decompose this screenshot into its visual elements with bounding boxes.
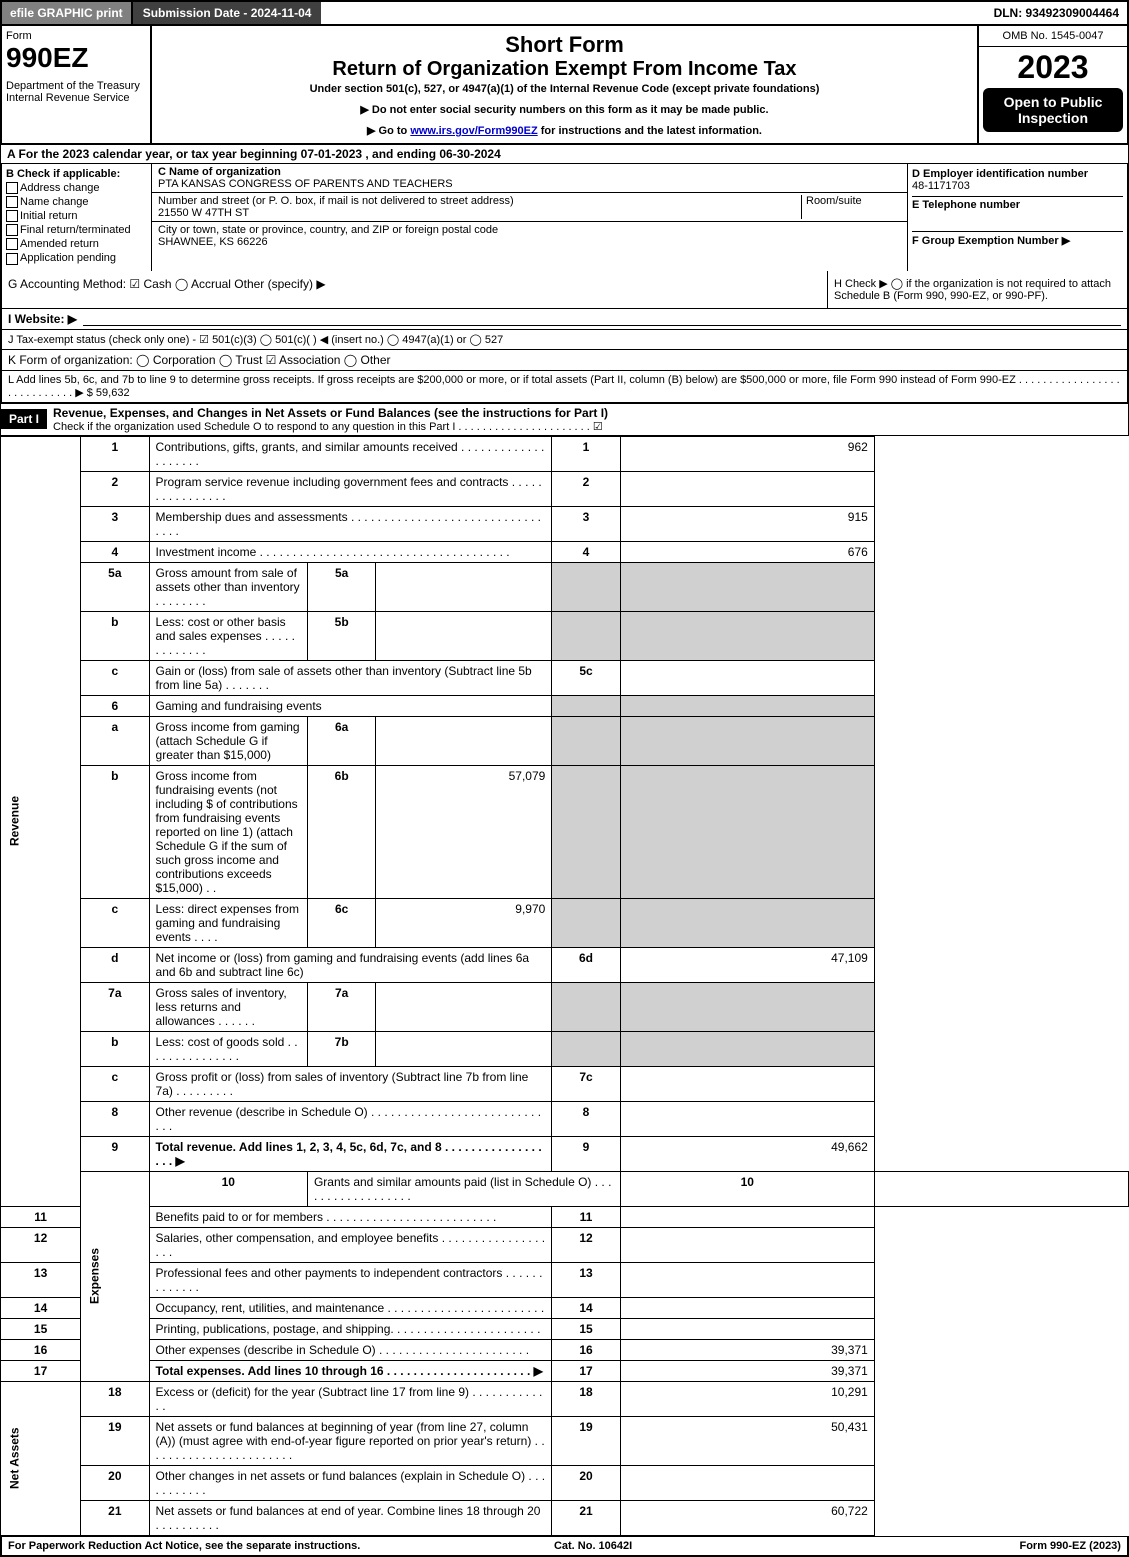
line-h: H Check ▶ ◯ if the organization is not r… <box>827 271 1127 308</box>
open-to-public: Open to Public Inspection <box>983 88 1123 132</box>
footer-form: Form 990-EZ (2023) <box>1019 1540 1120 1552</box>
netassets-section-label: Net Assets <box>1 1381 81 1535</box>
e-phone-label: E Telephone number <box>912 196 1123 211</box>
check-final-return[interactable]: Final return/terminated <box>6 224 147 236</box>
info-grid: B Check if applicable: Address change Na… <box>0 164 1129 271</box>
ein-value: 48-1171703 <box>912 180 1123 192</box>
row-1: Revenue 1Contributions, gifts, grants, a… <box>1 436 1129 471</box>
header-left: Form 990EZ Department of the Treasury In… <box>2 26 152 143</box>
title-short-form: Short Form <box>158 32 971 58</box>
expenses-section-label: Expenses <box>81 1171 149 1381</box>
check-amended-return[interactable]: Amended return <box>6 238 147 250</box>
subtitle: Under section 501(c), 527, or 4947(a)(1)… <box>158 83 971 95</box>
box-b: B Check if applicable: Address change Na… <box>2 164 152 271</box>
footer-cat: Cat. No. 10642I <box>554 1540 632 1552</box>
check-initial-return[interactable]: Initial return <box>6 210 147 222</box>
row-14: 14Occupancy, rent, utilities, and mainte… <box>1 1297 1129 1318</box>
form-number: 990EZ <box>6 42 146 74</box>
row-8: 8Other revenue (describe in Schedule O) … <box>1 1101 1129 1136</box>
line-i: I Website: ▶ <box>0 309 1129 330</box>
omb-number: OMB No. 1545-0047 <box>979 26 1127 47</box>
row-4: 4Investment income . . . . . . . . . . .… <box>1 541 1129 562</box>
line-k: K Form of organization: ◯ Corporation ◯ … <box>0 350 1129 371</box>
row-7a: 7aGross sales of inventory, less returns… <box>1 982 1129 1031</box>
part-1-check: Check if the organization used Schedule … <box>53 420 1122 433</box>
row-2: 2Program service revenue including gover… <box>1 471 1129 506</box>
row-6a: aGross income from gaming (attach Schedu… <box>1 716 1129 765</box>
top-bar: efile GRAPHIC print Submission Date - 20… <box>0 0 1129 26</box>
box-b-heading: B Check if applicable: <box>6 168 147 180</box>
room-suite-label: Room/suite <box>801 195 901 219</box>
tax-year: 2023 <box>979 47 1127 88</box>
row-7b: bLess: cost of goods sold . . . . . . . … <box>1 1031 1129 1066</box>
row-6d: dNet income or (loss) from gaming and fu… <box>1 947 1129 982</box>
row-11: 11Benefits paid to or for members . . . … <box>1 1206 1129 1227</box>
c-name-label: C Name of organization <box>158 166 281 178</box>
header-center: Short Form Return of Organization Exempt… <box>152 26 977 143</box>
row-6b: bGross income from fundraising events (n… <box>1 765 1129 898</box>
dln-label: DLN: 93492309004464 <box>986 2 1127 24</box>
form-label: Form <box>6 30 146 42</box>
note-link: ▶ Go to www.irs.gov/Form990EZ for instru… <box>158 124 971 137</box>
city-value: SHAWNEE, KS 66226 <box>158 236 268 248</box>
row-16: 16Other expenses (describe in Schedule O… <box>1 1339 1129 1360</box>
row-13: 13Professional fees and other payments t… <box>1 1262 1129 1297</box>
footer-left: For Paperwork Reduction Act Notice, see … <box>8 1540 360 1552</box>
row-9: 9Total revenue. Add lines 1, 2, 3, 4, 5c… <box>1 1136 1129 1171</box>
irs-link[interactable]: www.irs.gov/Form990EZ <box>410 125 537 137</box>
row-5c: cGain or (loss) from sale of assets othe… <box>1 660 1129 695</box>
title-return: Return of Organization Exempt From Incom… <box>158 58 971 81</box>
efile-print-button[interactable]: efile GRAPHIC print <box>2 2 133 24</box>
check-name-change[interactable]: Name change <box>6 196 147 208</box>
note-ssn: ▶ Do not enter social security numbers o… <box>158 103 971 116</box>
line-j: J Tax-exempt status (check only one) - ☑… <box>0 330 1129 350</box>
row-15: 15Printing, publications, postage, and s… <box>1 1318 1129 1339</box>
check-address-change[interactable]: Address change <box>6 182 147 194</box>
row-3: 3Membership dues and assessments . . . .… <box>1 506 1129 541</box>
note2-prefix: ▶ Go to <box>367 125 410 137</box>
row-21: 21Net assets or fund balances at end of … <box>1 1500 1129 1535</box>
form-header: Form 990EZ Department of the Treasury In… <box>0 26 1129 145</box>
part-1-table: Revenue 1Contributions, gifts, grants, a… <box>0 436 1129 1536</box>
line-a: A For the 2023 calendar year, or tax yea… <box>0 145 1129 164</box>
row-12: 12Salaries, other compensation, and empl… <box>1 1227 1129 1262</box>
row-10: Expenses 10Grants and similar amounts pa… <box>1 1171 1129 1206</box>
org-name: PTA KANSAS CONGRESS OF PARENTS AND TEACH… <box>158 178 453 190</box>
street-label: Number and street (or P. O. box, if mail… <box>158 195 514 207</box>
row-17: 17Total expenses. Add lines 10 through 1… <box>1 1360 1129 1381</box>
box-d-e-f: D Employer identification number 48-1171… <box>907 164 1127 271</box>
part-1-title: Revenue, Expenses, and Changes in Net As… <box>53 406 1122 420</box>
row-6: 6Gaming and fundraising events <box>1 695 1129 716</box>
part-1-label: Part I <box>1 409 47 429</box>
footer: For Paperwork Reduction Act Notice, see … <box>0 1536 1129 1557</box>
row-5b: bLess: cost or other basis and sales exp… <box>1 611 1129 660</box>
row-20: 20Other changes in net assets or fund ba… <box>1 1465 1129 1500</box>
revenue-section-label: Revenue <box>1 436 81 1206</box>
line-l: L Add lines 5b, 6c, and 7b to line 9 to … <box>0 371 1129 403</box>
department-label: Department of the Treasury Internal Reve… <box>6 80 146 104</box>
row-6c: cLess: direct expenses from gaming and f… <box>1 898 1129 947</box>
row-7c: cGross profit or (loss) from sales of in… <box>1 1066 1129 1101</box>
line-g: G Accounting Method: ☑ Cash ◯ Accrual Ot… <box>2 271 827 308</box>
row-19: 19Net assets or fund balances at beginni… <box>1 1416 1129 1465</box>
check-application-pending[interactable]: Application pending <box>6 252 147 264</box>
submission-date-label: Submission Date - 2024-11-04 <box>133 2 322 24</box>
row-5a: 5aGross amount from sale of assets other… <box>1 562 1129 611</box>
f-group-exemption: F Group Exemption Number ▶ <box>912 231 1123 247</box>
part-1-header: Part I Revenue, Expenses, and Changes in… <box>0 403 1129 436</box>
city-label: City or town, state or province, country… <box>158 224 498 236</box>
box-c: C Name of organization PTA KANSAS CONGRE… <box>152 164 907 271</box>
row-18: Net Assets 18Excess or (deficit) for the… <box>1 1381 1129 1416</box>
note2-suffix: for instructions and the latest informat… <box>538 125 762 137</box>
d-ein-label: D Employer identification number <box>912 168 1123 180</box>
header-right: OMB No. 1545-0047 2023 Open to Public In… <box>977 26 1127 143</box>
street-value: 21550 W 47TH ST <box>158 207 249 219</box>
